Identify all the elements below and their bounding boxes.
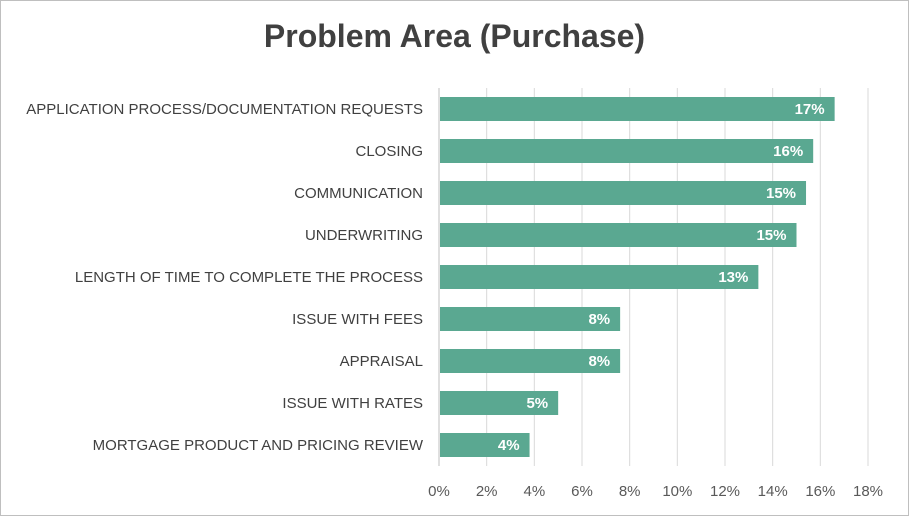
category-label: CLOSING — [355, 143, 423, 160]
category-label: MORTGAGE PRODUCT AND PRICING REVIEW — [93, 437, 424, 454]
x-tick-label: 12% — [710, 483, 740, 500]
category-label: LENGTH OF TIME TO COMPLETE THE PROCESS — [75, 269, 423, 286]
data-label: 8% — [588, 353, 610, 370]
data-label: 17% — [795, 101, 825, 118]
x-tick-label: 6% — [571, 483, 593, 500]
bar — [440, 391, 559, 415]
bar — [440, 139, 814, 163]
bar — [440, 265, 759, 289]
x-tick-label: 0% — [428, 483, 450, 500]
x-tick-label: 10% — [662, 483, 692, 500]
category-label: ISSUE WITH FEES — [292, 311, 423, 328]
bar — [440, 433, 530, 457]
x-tick-label: 2% — [476, 483, 498, 500]
category-label: COMMUNICATION — [294, 185, 423, 202]
x-tick-label: 14% — [758, 483, 788, 500]
bar — [440, 97, 835, 121]
data-label: 13% — [718, 269, 748, 286]
data-label: 4% — [498, 437, 520, 454]
bar — [440, 181, 807, 205]
data-label: 15% — [756, 227, 786, 244]
category-label: APPRAISAL — [340, 353, 423, 370]
data-label: 15% — [766, 185, 796, 202]
data-label: 8% — [588, 311, 610, 328]
data-label: 16% — [773, 143, 803, 160]
chart-title: Problem Area (Purchase) — [263, 18, 646, 54]
category-label: UNDERWRITING — [305, 227, 423, 244]
bar — [440, 223, 797, 247]
category-label: APPLICATION PROCESS/DOCUMENTATION REQUES… — [26, 101, 423, 118]
x-tick-label: 18% — [853, 483, 883, 500]
x-tick-label: 4% — [523, 483, 545, 500]
bar — [440, 349, 621, 373]
bar — [440, 307, 621, 331]
x-tick-label: 8% — [619, 483, 641, 500]
x-tick-label: 16% — [805, 483, 835, 500]
data-label: 5% — [526, 395, 548, 412]
category-label: ISSUE WITH RATES — [282, 395, 423, 412]
